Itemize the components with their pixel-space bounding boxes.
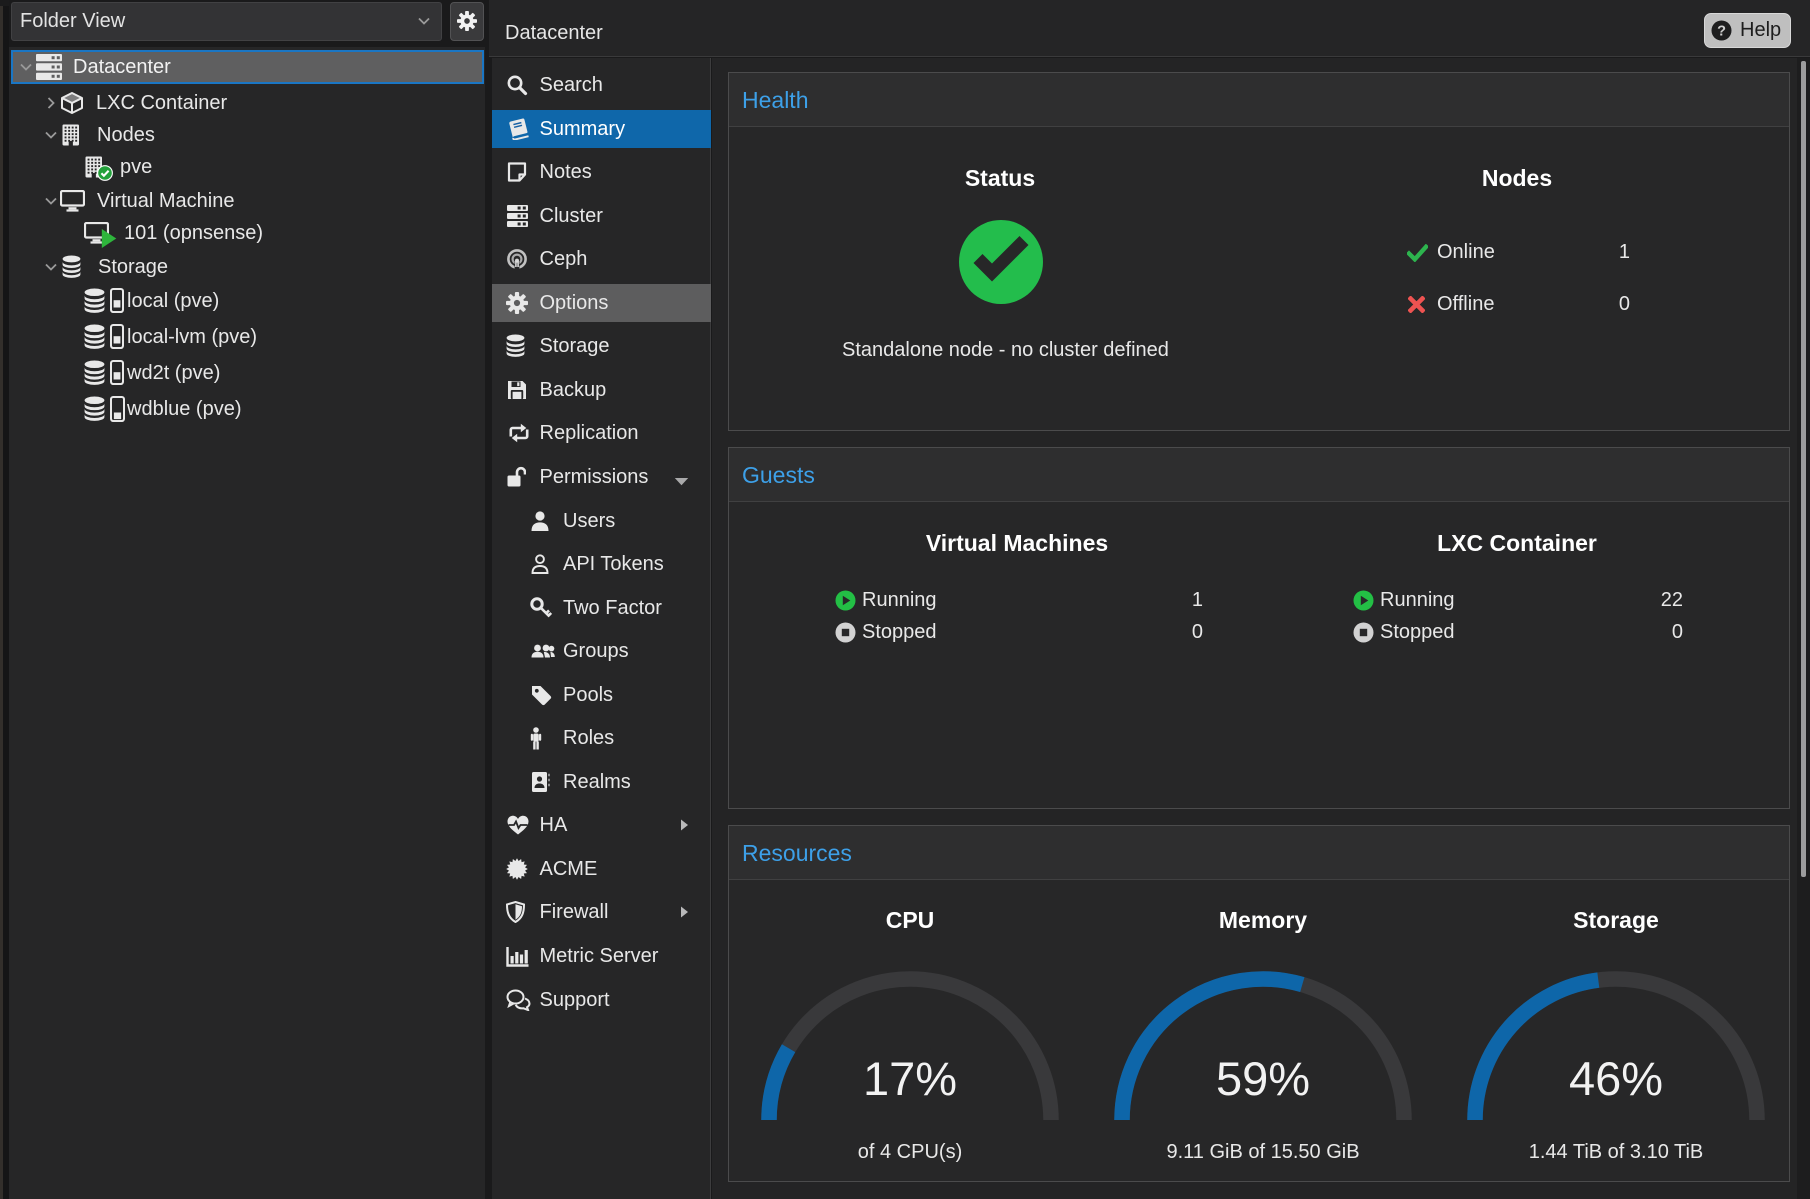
svg-text:?: ? (1717, 24, 1726, 40)
